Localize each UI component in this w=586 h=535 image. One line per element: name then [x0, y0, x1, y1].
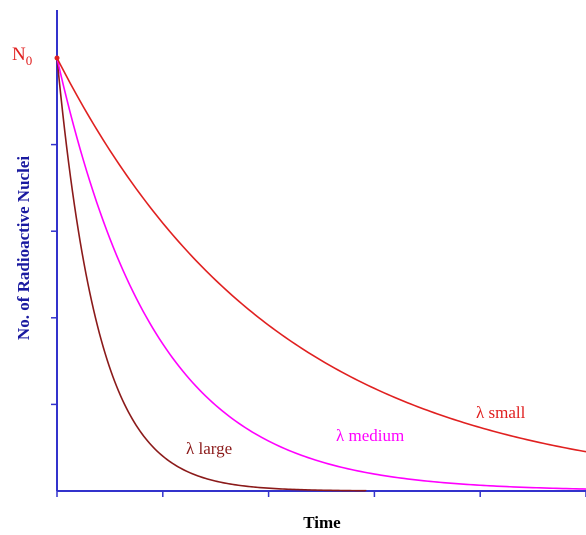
- series-label-small: λ small: [476, 403, 526, 422]
- n0-subscript: 0: [26, 53, 33, 68]
- curves: [54, 55, 586, 492]
- labels: N0 Time No. of Radioactive Nuclei λ larg…: [12, 44, 526, 532]
- n0-main: N: [12, 44, 26, 65]
- curve-large: [56, 57, 367, 492]
- series-label-medium: λ medium: [336, 426, 404, 445]
- y-axis-title: No. of Radioactive Nuclei: [14, 156, 33, 340]
- n0-label: N0: [12, 44, 32, 68]
- n0-point: [54, 55, 60, 61]
- series-label-large: λ large: [186, 439, 232, 458]
- ticks: [51, 143, 586, 497]
- curve-small: [56, 57, 586, 453]
- curve-medium: [56, 57, 586, 490]
- x-axis-title: Time: [303, 513, 341, 532]
